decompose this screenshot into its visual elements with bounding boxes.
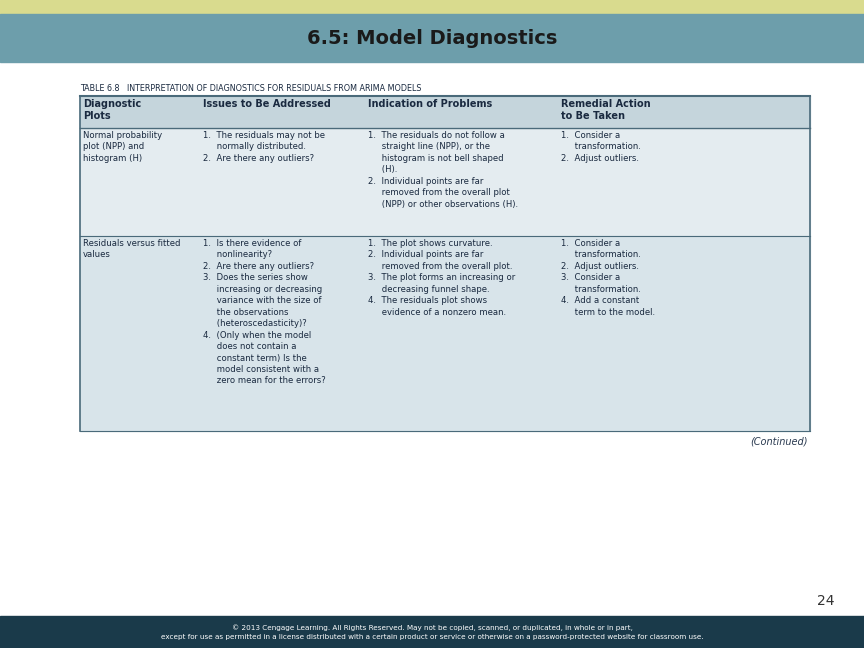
- Text: 6.5: Model Diagnostics: 6.5: Model Diagnostics: [307, 29, 557, 47]
- Text: Issues to Be Addressed: Issues to Be Addressed: [203, 99, 331, 109]
- Text: (Continued): (Continued): [751, 436, 808, 446]
- Text: 24: 24: [816, 594, 834, 608]
- Bar: [0, 0, 864, 14]
- Bar: [0, 14, 864, 62]
- Text: TABLE 6.8   INTERPRETATION OF DIAGNOSTICS FOR RESIDUALS FROM ARIMA MODELS: TABLE 6.8 INTERPRETATION OF DIAGNOSTICS …: [80, 84, 422, 93]
- Text: Residuals versus fitted
values: Residuals versus fitted values: [83, 239, 181, 259]
- Bar: [80, 128, 810, 236]
- Text: Indication of Problems: Indication of Problems: [368, 99, 492, 109]
- Text: © 2013 Cengage Learning. All Rights Reserved. May not be copied, scanned, or dup: © 2013 Cengage Learning. All Rights Rese…: [161, 624, 703, 640]
- Text: 1.  The residuals do not follow a
     straight line (NPP), or the
     histogra: 1. The residuals do not follow a straigh…: [368, 131, 518, 209]
- Text: 1.  The plot shows curvature.
2.  Individual points are far
     removed from th: 1. The plot shows curvature. 2. Individu…: [368, 239, 515, 317]
- Text: 1.  The residuals may not be
     normally distributed.
2.  Are there any outlie: 1. The residuals may not be normally dis…: [203, 131, 326, 163]
- Text: Diagnostic
Plots: Diagnostic Plots: [83, 99, 141, 121]
- Bar: [0, 62, 864, 616]
- Text: Normal probability
plot (NPP) and
histogram (H): Normal probability plot (NPP) and histog…: [83, 131, 162, 163]
- Text: 1.  Consider a
     transformation.
2.  Adjust outliers.
3.  Consider a
     tra: 1. Consider a transformation. 2. Adjust …: [561, 239, 655, 317]
- Text: Remedial Action
to Be Taken: Remedial Action to Be Taken: [561, 99, 651, 121]
- Bar: [0, 616, 864, 648]
- Text: 1.  Is there evidence of
     nonlinearity?
2.  Are there any outliers?
3.  Does: 1. Is there evidence of nonlinearity? 2.…: [203, 239, 327, 386]
- Bar: [80, 236, 810, 431]
- Text: 1.  Consider a
     transformation.
2.  Adjust outliers.: 1. Consider a transformation. 2. Adjust …: [561, 131, 641, 163]
- Bar: [80, 96, 810, 128]
